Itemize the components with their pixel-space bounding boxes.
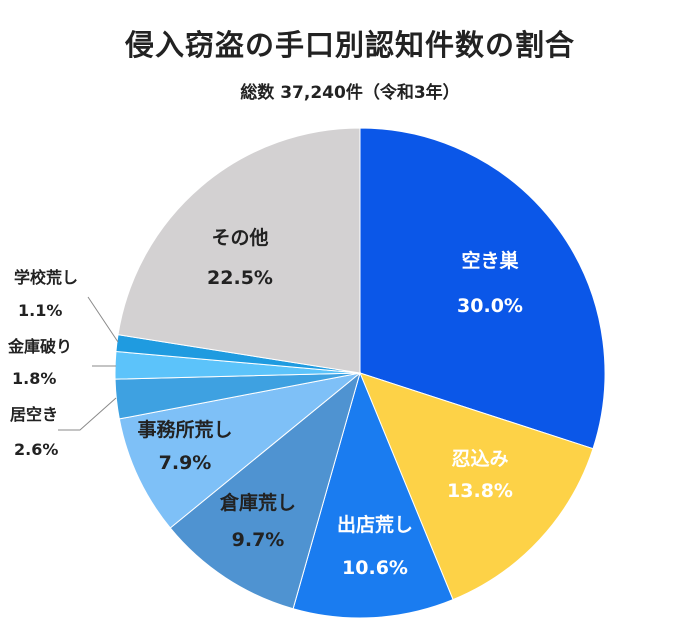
slice-value-0: 30.0% (457, 295, 523, 317)
pie-slice-1 (359, 372, 594, 601)
leader-line-7 (87, 296, 119, 343)
slice-value-4: 7.9% (159, 452, 212, 474)
outer-value-5: 2.6% (14, 440, 58, 459)
pie-slice-0 (359, 127, 606, 450)
outer-value-6: 1.8% (12, 369, 56, 388)
outer-label-6: 金庫破り (7, 337, 72, 356)
slice-value-1: 13.8% (447, 480, 513, 502)
outer-label-5: 居空き (10, 405, 58, 424)
outer-value-7: 1.1% (18, 301, 62, 320)
chart-subtitle: 総数 37,240件（令和3年） (240, 83, 460, 103)
slice-label-1: 忍込み (451, 448, 508, 470)
slice-label-4: 事務所荒し (137, 418, 232, 441)
pie-slice-3 (169, 371, 361, 610)
leader-line-5 (58, 397, 117, 431)
slice-label-8: その他 (211, 226, 268, 249)
slice-label-2: 出店荒し (337, 513, 413, 536)
slice-value-8: 22.5% (207, 267, 273, 289)
chart-title: 侵入窃盗の手口別認知件数の割合 (124, 28, 575, 62)
slice-label-0: 空き巣 (461, 249, 519, 272)
pie-slice-4 (118, 372, 361, 529)
pie-slice-8 (117, 127, 361, 374)
pie-slice-2 (292, 371, 454, 619)
slice-value-3: 9.7% (232, 529, 285, 551)
slice-label-3: 倉庫荒し (219, 491, 296, 514)
slice-value-2: 10.6% (342, 557, 408, 579)
outer-label-7: 学校荒し (14, 268, 78, 287)
